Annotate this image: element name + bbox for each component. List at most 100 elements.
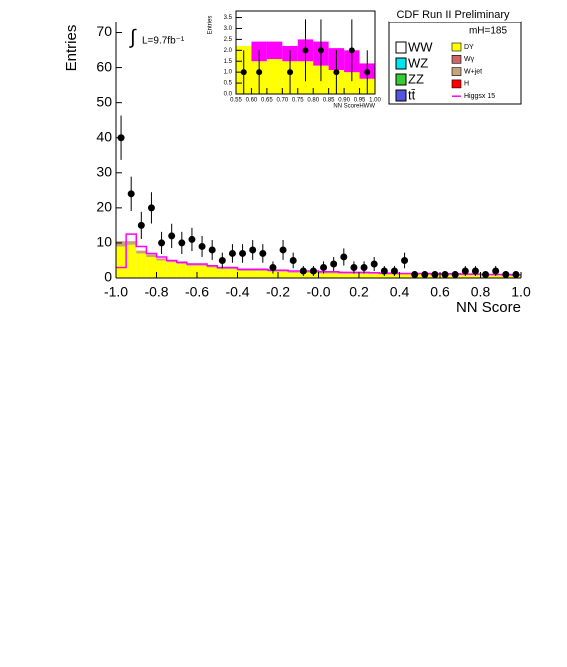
data-point [287,69,294,76]
x-tick-label: 0.65 [261,98,273,104]
bar-segment [217,267,228,270]
bar-segment [267,271,278,278]
bar-segment [328,272,339,274]
legend-swatch [451,42,462,52]
legend-swatch [451,67,462,76]
y-tick-label: 2.5 [224,37,233,43]
inset-plot: 0.0 0.5 1.0 1.5 2.0 2.5 3.0 3.5 0.55 0.60 0.65 0.70… [224,10,381,104]
data-point [411,270,419,278]
x-tick-label: -0.4 [225,284,249,300]
y-tick-label: 0.0 [224,92,233,98]
x-tick-label: 0.4 [390,284,410,300]
data-point [240,69,247,76]
legend-label: Wγ [464,56,475,63]
data-point [188,235,196,243]
data-point [309,267,317,275]
data-point [451,270,459,278]
legend-label: DY [464,44,474,51]
data-point [269,263,277,271]
y-tick-label: 40 [96,128,112,144]
data-point [147,204,155,212]
data-point [348,47,355,54]
bar-segment [359,273,370,278]
data-point [302,47,309,54]
bar-segment [247,269,258,271]
plot-frame [235,10,376,95]
legend-swatch [395,41,407,54]
data-point [320,263,328,271]
x-tick-label: -1.0 [104,284,128,300]
data-point [317,47,324,54]
legend-swatch [451,54,462,64]
data-point [249,246,257,254]
bar-segment [338,272,349,274]
data-point [289,256,297,264]
data-point [158,239,166,247]
bar-segment [197,263,208,266]
data-point [502,270,510,278]
data-point [127,190,135,198]
legend-swatch [395,57,407,70]
legend-label: ZZ [408,71,424,86]
x-tick-label: 0.75 [292,98,304,104]
y-tick-label: 30 [96,163,112,179]
data-point [350,263,358,271]
data-point [512,270,520,278]
x-tick-label: 1.0 [511,284,531,300]
bar-segment [344,72,360,94]
main-plot: 0 10 20 30 40 50 60 70 -1.0 -0.8 -0.6 -0.4 -0.2 -0.0 0… [96,22,531,300]
bar-segment [186,263,197,266]
y-tick-label: 60 [96,58,112,74]
lumi-label: L=9.7fb⁻¹ [142,36,185,47]
y-tick-label: 3.5 [224,15,233,21]
bar-segment [136,250,147,254]
x-tick-label: 0.85 [323,98,335,104]
bar-segment [257,270,268,278]
legend-swatch [451,79,462,89]
bar-segment [328,273,339,278]
y-tick-label: 50 [96,93,112,109]
bar-segment [207,266,218,268]
x-tick-label: 0.55 [230,98,242,104]
bar-segment [338,273,349,278]
y-tick-label: 0.5 [224,81,233,87]
data-point [259,249,267,257]
bar-segment [237,270,248,278]
inset-x-axis-label: NN ScoreHWW [333,104,375,110]
data-point [178,239,186,247]
data-point [482,270,490,278]
data-point [401,256,409,264]
bar-segment [207,267,218,278]
y-axis-label: Entries [63,25,80,72]
bar-segment [156,258,167,261]
data-point [431,270,439,278]
legend-swatch [395,73,407,86]
x-tick-label: 0.8 [471,284,491,300]
bar-segment [278,271,289,278]
bar-segment [266,59,283,94]
x-tick-label: -0.2 [266,284,290,300]
data-point [333,69,340,76]
bar-segment [227,267,238,270]
bar-segment [227,269,238,278]
legend-swatch [395,89,407,102]
legend-label: tt̄ [408,87,416,102]
data-point [198,242,206,250]
y-tick-label: 0 [104,269,112,285]
x-axis-label: NN Score [456,299,521,316]
data-point [279,246,287,254]
bar-segment [490,275,501,278]
bar-segment [389,274,400,278]
bar-segment [176,262,187,264]
data-point [137,221,145,229]
data-point [360,263,368,271]
chart-title: CDF Run II Preliminary [396,9,510,21]
data-point [256,69,263,76]
title-box [389,8,521,22]
mass-label: mH=185 [469,26,508,37]
x-tick-label: -0.0 [306,284,330,300]
bar-segment [146,254,157,257]
data-point [340,253,348,261]
bar-segment [460,275,471,278]
